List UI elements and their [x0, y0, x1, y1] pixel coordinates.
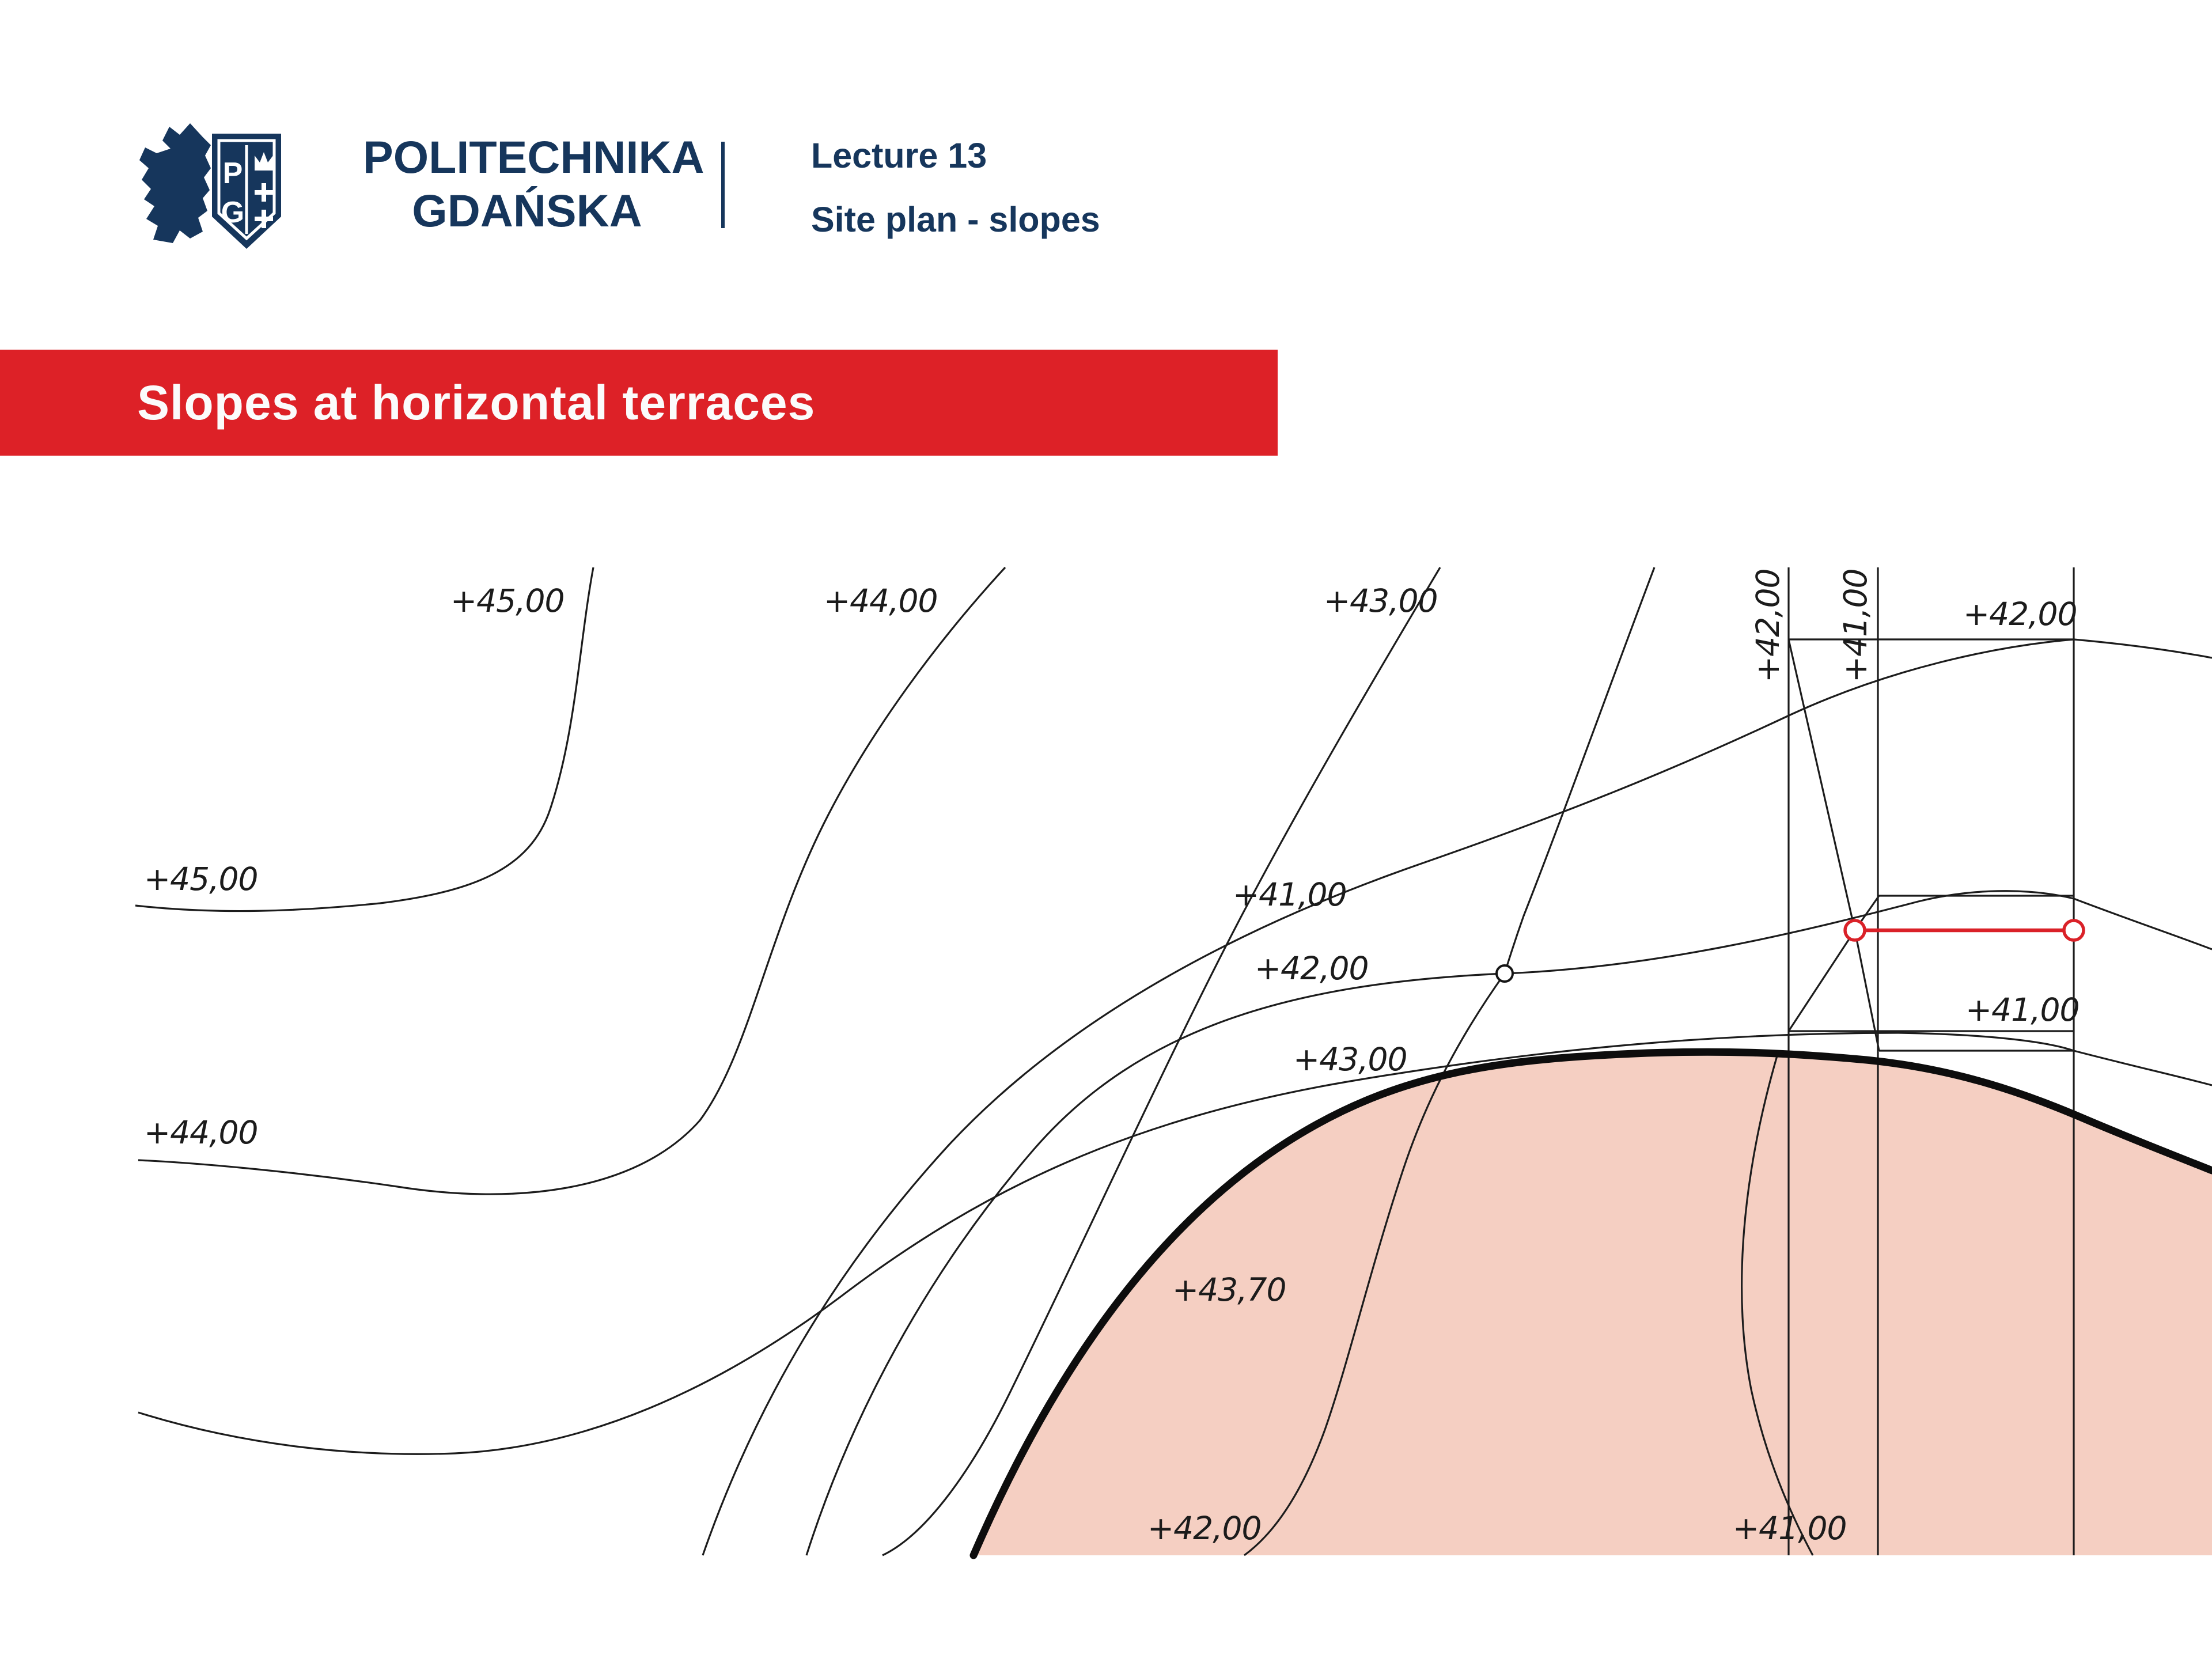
label-terrace-elevation: +43,70 [1172, 1271, 1286, 1308]
label-45-left: +45,00 [144, 861, 258, 897]
label-42-middle: +42,00 [1255, 950, 1369, 987]
contour-42-arc [805, 890, 2074, 1556]
label-43-top: +43,00 [1324, 582, 1438, 619]
lecture-number: Lecture 13 [811, 136, 987, 175]
logo-cross-icon [255, 183, 273, 202]
label-41-right: +41,00 [1965, 991, 2080, 1028]
lecture-block: Lecture 13 Site plan - slopes [811, 138, 1100, 237]
contour-steep-through-marker [1244, 567, 1656, 1556]
red-measure-point-left [1843, 919, 1866, 942]
contour-41-arc-east [2073, 638, 2212, 659]
intersection-marker [1495, 964, 1514, 983]
logo-crown-icon [255, 152, 273, 171]
label-44-left: +44,00 [144, 1114, 258, 1151]
university-name-line1: POLITECHNIKA [363, 131, 704, 183]
contour-45 [135, 567, 594, 912]
contour-43-long [882, 567, 1441, 1556]
contour-42-arc-east [2073, 897, 2212, 950]
contour-41-arc [702, 638, 2074, 1556]
pg-logo: P G [139, 123, 281, 249]
label-44-top: +44,00 [824, 582, 938, 619]
terrace-area-fill [974, 1052, 2212, 1555]
label-41-middle: +41,00 [1233, 876, 1347, 913]
university-name-line2: GDAŃSKA [412, 185, 642, 236]
label-41-bottom: +41,00 [1733, 1510, 1847, 1547]
label-43-middle: +43,00 [1293, 1041, 1407, 1078]
contour-43-arc-east [2073, 1050, 2212, 1086]
contour-41-inside-fill [1741, 1055, 1814, 1556]
logo-left-lion-icon [139, 123, 211, 243]
red-measure-point-right [2062, 919, 2085, 942]
header-divider [721, 142, 725, 228]
slide-title: Slopes at horizontal terraces [137, 376, 816, 430]
step-upper-edge [1854, 895, 2074, 931]
contour-44 [138, 566, 1006, 1195]
slope-diagonal [1787, 639, 1880, 1051]
contour-43-arc [138, 1032, 2074, 1455]
university-name: POLITECHNIKA GDAŃSKA [363, 130, 704, 237]
logo-cross2-icon [255, 210, 273, 228]
label-42-bottom: +42,00 [1147, 1510, 1262, 1547]
label-45-top: +45,00 [450, 582, 565, 619]
step-diagonal-small [1787, 930, 1856, 1032]
title-banner: Slopes at horizontal terraces [0, 350, 1278, 456]
logo-shield-inner-border [217, 139, 276, 241]
logo-letter-g: G [221, 196, 244, 229]
label-41-rotated: +41,00 [1837, 569, 1874, 683]
logo-letter-p: P [223, 157, 243, 190]
label-42-top-right: +42,00 [1963, 596, 2077, 632]
terrace-crest-line [969, 1048, 2212, 1559]
lecture-topic: Site plan - slopes [811, 200, 1100, 239]
label-42-rotated: +42,00 [1749, 569, 1786, 683]
